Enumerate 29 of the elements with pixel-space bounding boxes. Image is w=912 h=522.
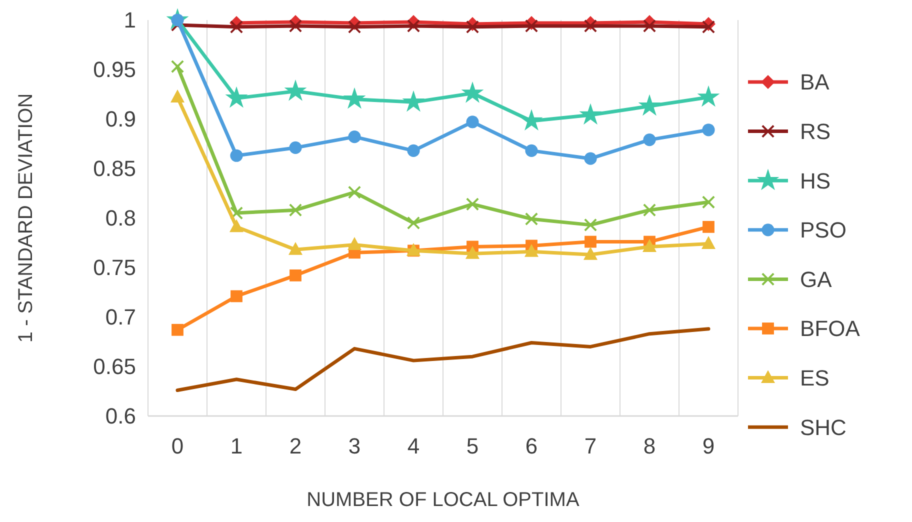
x-tick-label: 2 bbox=[289, 434, 302, 459]
legend-label: RS bbox=[800, 119, 831, 144]
legend-label: GA bbox=[800, 266, 832, 292]
y-axis-title: 1 - STANDARD DEVIATION bbox=[15, 93, 37, 343]
y-tick-label: 1 bbox=[124, 8, 136, 33]
x-tick-label: 5 bbox=[466, 434, 479, 459]
y-tick-label: 0.85 bbox=[93, 156, 136, 182]
x-tick-label: 1 bbox=[230, 434, 243, 459]
y-tick-label: 0.7 bbox=[105, 304, 136, 330]
y-tick-label: 0.6 bbox=[105, 404, 136, 429]
legend-label: ES bbox=[800, 366, 830, 390]
legend-label: BA bbox=[800, 70, 830, 95]
y-tick-label: 0.75 bbox=[93, 255, 136, 280]
legend-label: SHC bbox=[800, 414, 847, 440]
x-tick-label: 6 bbox=[525, 434, 538, 459]
legend-label: BFOA bbox=[800, 316, 860, 342]
x-tick-label: 4 bbox=[407, 434, 420, 459]
y-tick-label: 0.65 bbox=[93, 354, 136, 380]
x-tick-label: 0 bbox=[171, 434, 184, 459]
y-tick-label: 0.8 bbox=[105, 206, 136, 231]
x-tick-label: 9 bbox=[702, 434, 715, 459]
legend-label: HS bbox=[800, 168, 831, 194]
x-tick-label: 8 bbox=[643, 434, 656, 459]
y-tick-label: 0.95 bbox=[93, 57, 136, 82]
y-tick-label: 0.9 bbox=[105, 106, 136, 132]
x-tick-label: 3 bbox=[348, 434, 361, 459]
x-axis-title: NUMBER OF LOCAL OPTIMA bbox=[306, 489, 580, 511]
x-tick-label: 7 bbox=[584, 434, 597, 459]
legend-label: PSO bbox=[800, 218, 846, 243]
